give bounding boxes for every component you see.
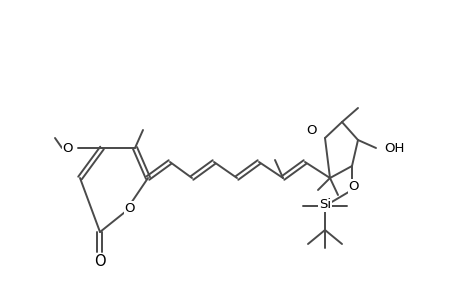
Text: O: O (62, 142, 73, 154)
Text: O: O (124, 202, 135, 215)
Text: O: O (306, 124, 317, 136)
Text: Si: Si (318, 197, 330, 211)
Text: O: O (94, 254, 106, 269)
Text: O: O (348, 181, 358, 194)
Text: OH: OH (383, 142, 403, 154)
